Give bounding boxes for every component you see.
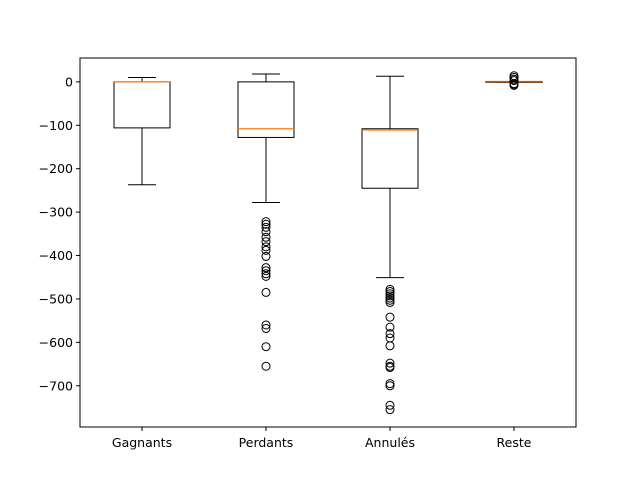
outlier-point	[261, 263, 271, 273]
outlier-point	[261, 251, 271, 261]
outlier-point	[385, 363, 395, 373]
y-tick-label: −700	[39, 378, 73, 393]
outlier-point	[261, 320, 271, 330]
outlier-point	[385, 358, 395, 368]
outlier-point	[385, 405, 395, 415]
outlier-point	[385, 329, 395, 339]
outlier-point	[385, 381, 395, 391]
outlier-point	[261, 242, 271, 252]
x-tick-label: Annulés	[365, 435, 415, 450]
outlier-point	[261, 217, 271, 227]
outlier-point	[385, 289, 395, 299]
outlier-point	[261, 237, 271, 247]
outlier-point	[261, 361, 271, 371]
box-group	[485, 71, 543, 90]
outlier-point	[261, 219, 271, 229]
outlier-point	[385, 379, 395, 389]
plot-area	[113, 71, 543, 415]
outlier-point	[385, 400, 395, 410]
y-tick-label: −400	[39, 248, 73, 263]
y-tick-label: −300	[39, 205, 73, 220]
y-axis: 0 −100 −200 −300 −400 −500 −600 −700	[39, 74, 80, 393]
outlier-point	[261, 232, 271, 242]
outlier-point	[261, 245, 271, 255]
outlier-point	[261, 323, 271, 333]
outlier-point	[261, 227, 271, 237]
y-tick-label: −600	[39, 335, 73, 350]
y-tick-label: −200	[39, 161, 73, 176]
iqr-box	[361, 128, 419, 189]
box-group	[237, 73, 295, 371]
x-tick-label: Reste	[497, 435, 532, 450]
outlier-point	[261, 269, 271, 279]
outlier-point	[385, 312, 395, 322]
x-tick-label: Gagnants	[112, 435, 172, 450]
outlier-point	[261, 342, 271, 352]
outlier-point	[385, 287, 395, 297]
outlier-point	[385, 341, 395, 351]
y-tick-label: −500	[39, 291, 73, 306]
outlier-point	[261, 271, 271, 281]
y-tick-label: 0	[65, 74, 73, 89]
outlier-point	[509, 71, 519, 81]
outlier-point	[261, 287, 271, 297]
x-tick-label: Perdants	[239, 435, 294, 450]
x-axis: Gagnants Perdants Annulés Reste	[112, 427, 532, 450]
outlier-point	[261, 222, 271, 232]
box-group	[113, 77, 171, 186]
iqr-box	[237, 81, 295, 138]
outlier-point	[385, 295, 395, 305]
box-group	[361, 75, 419, 415]
outlier-point	[385, 297, 395, 307]
outlier-point	[261, 266, 271, 276]
outlier-point	[385, 291, 395, 301]
outlier-point	[385, 293, 395, 303]
outlier-point	[385, 284, 395, 294]
outlier-point	[385, 322, 395, 332]
y-tick-label: −100	[39, 118, 73, 133]
axes-frame	[79, 57, 577, 428]
